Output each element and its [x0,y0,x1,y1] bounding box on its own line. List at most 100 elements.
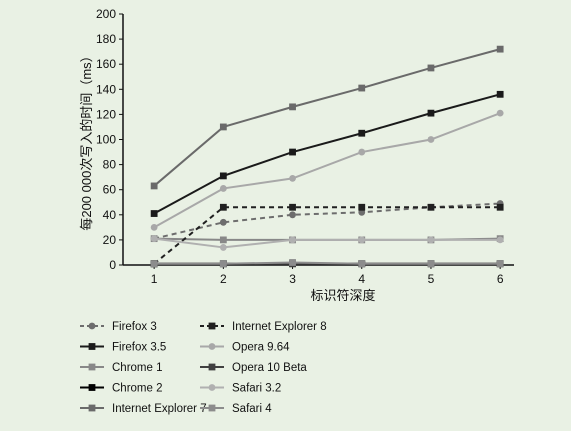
y-tick-label: 60 [103,183,117,197]
legend-swatch-marker [88,343,96,350]
legend-label: Opera 9.64 [232,342,290,354]
data-point [150,260,158,268]
data-point [427,136,435,143]
x-tick-label: 3 [289,272,296,286]
data-point [358,236,366,244]
y-tick-label: 180 [96,32,116,46]
data-point [496,109,504,117]
data-point [219,172,227,180]
legend-swatch-marker [88,363,96,371]
series-group [150,45,504,268]
series-line [153,112,501,229]
data-point [219,244,227,251]
legend-item: Chrome 2 [80,383,163,395]
legend-swatch-marker [208,322,216,330]
data-point [358,260,366,268]
series-line [154,261,501,265]
legend-swatch-marker [208,343,216,350]
y-tick-label: 100 [96,133,116,147]
axes: 0 20 40 60 80 100 120 140 160 180 200 1 2 3 4 5 6 [96,7,514,286]
legend-label: Chrome 2 [112,383,163,395]
series-safari-3-2 [150,235,504,251]
y-tick-label: 160 [96,57,116,71]
data-point [358,129,366,137]
data-point [496,45,504,53]
series-line [153,93,501,215]
legend-swatch-marker [208,404,216,412]
data-point [289,211,296,219]
legend-label: Internet Explorer 7 [112,403,207,415]
series-line [153,206,501,265]
series-firefox-3-5 [150,90,504,217]
data-point [427,236,435,244]
legend-item: Firefox 3.5 [80,342,166,354]
data-point [289,175,296,182]
y-tick-label: 80 [103,158,117,172]
data-point [219,203,227,211]
legend-label: Safari 4 [232,403,272,415]
legend-label: Internet Explorer 8 [232,321,327,333]
data-point [289,259,296,266]
series-line [154,237,501,249]
legend-item: Chrome 1 [80,362,163,374]
y-tick-label: 40 [103,208,117,222]
legend-item: Internet Explorer 8 [200,321,327,333]
legend-item: Opera 9.64 [200,342,290,354]
data-point [496,203,504,211]
data-point [289,203,296,211]
x-tick-label: 1 [151,272,158,286]
series-safari-4 [150,259,504,268]
data-point [496,260,504,268]
y-tick-label: 120 [96,107,116,121]
data-point [289,148,296,156]
data-point [427,109,435,117]
legend-item: Firefox 3 [80,321,157,333]
data-point [219,236,227,244]
legend-label: Firefox 3.5 [112,342,166,354]
legend-label: Firefox 3 [112,321,157,333]
legend-item: Internet Explorer 7 [80,403,207,415]
series-opera-9-64 [150,109,504,231]
data-point [150,223,158,231]
data-point [358,84,366,92]
x-tick-label: 4 [358,272,365,286]
legend-swatch-marker [88,384,96,391]
y-tick-label: 0 [109,258,116,272]
data-point [150,235,158,243]
x-tick-label: 6 [497,272,504,286]
legend-swatch-marker [88,404,96,412]
y-axis-title: 每200 000次写入的时间（ms） [79,49,94,230]
data-point [358,203,366,211]
legend-label: Safari 3.2 [232,383,281,395]
data-point [219,185,227,192]
legend-item: Safari 3.2 [200,383,281,395]
legend-swatch-marker [208,384,216,391]
x-tick-label: 2 [220,272,227,286]
x-tick-label: 5 [428,272,435,286]
legend: Firefox 3 Firefox 3.5 Chrome 1 Chrome 2 Inte… [80,321,327,415]
legend-label: Chrome 1 [112,362,163,374]
data-point [219,218,227,226]
data-point [358,148,366,156]
x-axis-title: 标识符深度 [310,288,375,303]
y-tick-label: 200 [96,7,116,21]
series-internet-explorer-7 [150,45,504,190]
legend-item: Safari 4 [200,403,272,415]
data-point [427,203,435,211]
legend-label: Opera 10 Beta [232,362,307,374]
data-point [289,103,296,111]
series-line [153,48,501,187]
data-point [427,64,435,72]
y-tick-label: 140 [96,82,116,96]
data-point [219,260,227,268]
data-point [427,260,435,268]
legend-swatch-marker [208,363,216,371]
legend-swatch-marker [88,322,96,330]
data-point [496,90,504,98]
data-point [150,210,158,217]
data-point [496,236,504,244]
y-tick-label: 20 [103,233,117,247]
data-point [289,236,296,244]
